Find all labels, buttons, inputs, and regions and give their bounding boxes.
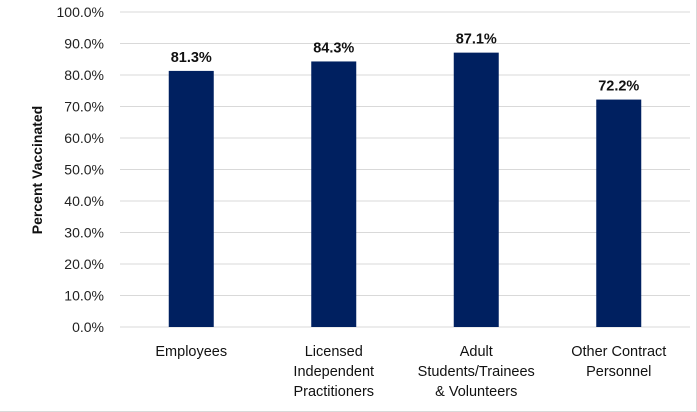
y-tick-label: 40.0% bbox=[64, 193, 104, 209]
y-tick-label: 70.0% bbox=[64, 99, 104, 115]
category-label: Adult bbox=[460, 344, 493, 360]
y-axis-title: Percent Vaccinated bbox=[29, 106, 45, 234]
data-label: 72.2% bbox=[598, 79, 639, 95]
category-label: Licensed bbox=[305, 344, 363, 360]
y-tick-label: 20.0% bbox=[64, 256, 104, 272]
data-label: 87.1% bbox=[456, 32, 497, 48]
bar bbox=[311, 61, 357, 328]
category-label: & Volunteers bbox=[435, 384, 517, 400]
category-label: Students/Trainees bbox=[418, 364, 535, 380]
bars bbox=[168, 52, 642, 328]
category-label: Employees bbox=[155, 344, 227, 360]
data-labels: 81.3% 84.3% 87.1% 72.2% bbox=[171, 32, 640, 95]
y-tick-label: 60.0% bbox=[64, 130, 104, 146]
bar bbox=[453, 52, 499, 327]
y-tick-label: 100.0% bbox=[57, 4, 104, 20]
x-axis-categories: Employees Licensed Independent Practitioner… bbox=[155, 344, 666, 400]
data-label: 81.3% bbox=[171, 50, 212, 66]
y-tick-label: 80.0% bbox=[64, 67, 104, 83]
y-tick-label: 90.0% bbox=[64, 36, 104, 52]
category-label: Practitioners bbox=[293, 384, 374, 400]
category-label: Other Contract bbox=[571, 344, 666, 360]
category-label: Independent bbox=[293, 364, 374, 380]
y-tick-label: 30.0% bbox=[64, 225, 104, 241]
gridlines bbox=[120, 11, 690, 328]
bar bbox=[596, 99, 642, 327]
y-axis-ticks: 0.0% 10.0% 20.0% 30.0% 40.0% 50.0% 60.0% 70.0% 8… bbox=[57, 4, 104, 335]
y-tick-label: 10.0% bbox=[64, 288, 104, 304]
y-tick-label: 50.0% bbox=[64, 162, 104, 178]
data-label: 84.3% bbox=[313, 40, 354, 56]
bar bbox=[168, 70, 214, 327]
y-tick-label: 0.0% bbox=[72, 319, 104, 335]
category-label: Personnel bbox=[586, 364, 651, 380]
